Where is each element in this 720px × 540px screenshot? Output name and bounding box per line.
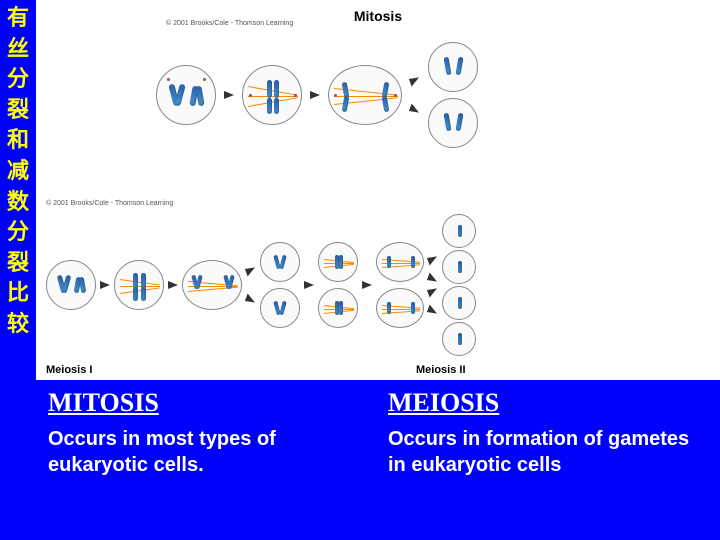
meiosis2-label: Meiosis II	[416, 364, 466, 376]
meiosis-description: Occurs in formation of gametes in eukary…	[388, 426, 708, 478]
meiosis1-cells	[260, 242, 300, 328]
arrow-icon	[168, 281, 178, 289]
meiosis-sequence	[46, 220, 710, 350]
daughter-cell	[428, 42, 478, 92]
meiosis-anaphase1-cell	[182, 260, 242, 310]
meiosis-prophase1-cell	[46, 260, 96, 310]
split-arrows-pair	[428, 256, 438, 314]
cn-char: 有	[7, 4, 29, 33]
mitosis-description: Occurs in most types of eukaryotic cells…	[48, 426, 368, 478]
meiosis-heading: MEIOSIS	[388, 388, 708, 418]
comparison-text: MITOSIS Occurs in most types of eukaryot…	[36, 380, 720, 486]
copyright-text: © 2001 Brooks/Cole - Thomson Learning	[166, 20, 293, 27]
cn-char: 分	[7, 218, 29, 247]
split-arrow-icon	[428, 288, 438, 314]
cell	[376, 242, 424, 282]
meiosis-metaphase1-cell	[114, 260, 164, 310]
cn-char: 分	[7, 65, 29, 94]
cell	[318, 242, 358, 282]
cn-char: 和	[7, 126, 29, 155]
gamete-cell	[442, 214, 476, 248]
cn-char: 裂	[7, 249, 29, 278]
meiosis-column: MEIOSIS Occurs in formation of gametes i…	[388, 388, 708, 478]
split-arrow-icon	[246, 267, 256, 303]
gamete-cell	[442, 286, 476, 320]
mitosis-heading: MITOSIS	[48, 388, 368, 418]
mitosis-metaphase-cell	[242, 65, 302, 125]
sidebar-chinese-title: 有 丝 分 裂 和 减 数 分 裂 比 较	[0, 0, 36, 540]
daughter-cell	[428, 98, 478, 148]
mitosis-daughter-cells	[428, 42, 478, 148]
mitosis-column: MITOSIS Occurs in most types of eukaryot…	[48, 388, 368, 478]
gamete-cell	[442, 322, 476, 356]
main-content: Mitosis © 2001 Brooks/Cole - Thomson Lea…	[36, 0, 720, 540]
cn-char: 较	[7, 310, 29, 339]
mitosis-sequence	[156, 30, 680, 160]
meiosis2-metaphase-cells	[318, 242, 358, 328]
cn-char: 比	[7, 279, 29, 308]
meiosis-final-cells	[442, 214, 476, 356]
cn-char: 丝	[7, 35, 29, 64]
mitosis-anaphase-cell	[328, 65, 402, 125]
cn-char: 数	[7, 188, 29, 217]
split-arrow-icon	[410, 77, 420, 113]
mitosis-title: Mitosis	[44, 8, 712, 24]
arrow-icon	[304, 281, 314, 289]
cn-char: 裂	[7, 96, 29, 125]
copyright-text: © 2001 Brooks/Cole - Thomson Learning	[46, 200, 173, 207]
mitosis-prophase-cell	[156, 65, 216, 125]
diagram-panel: Mitosis © 2001 Brooks/Cole - Thomson Lea…	[36, 0, 720, 380]
cell	[318, 288, 358, 328]
split-arrow-icon	[428, 256, 438, 282]
cell	[260, 288, 300, 328]
arrow-icon	[362, 281, 372, 289]
meiosis1-label: Meiosis I	[46, 364, 92, 376]
cell	[260, 242, 300, 282]
gamete-cell	[442, 250, 476, 284]
arrow-icon	[310, 91, 320, 99]
arrow-icon	[224, 91, 234, 99]
cell	[376, 288, 424, 328]
arrow-icon	[100, 281, 110, 289]
meiosis2-anaphase-cells	[376, 242, 424, 328]
cn-char: 减	[7, 157, 29, 186]
